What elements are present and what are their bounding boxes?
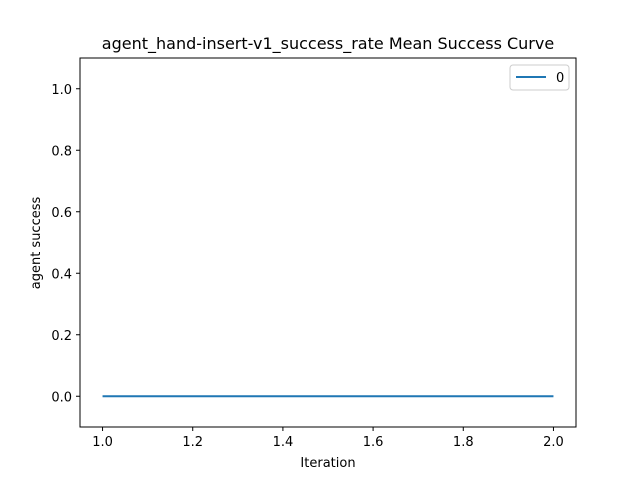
y-tick-label: 0.6 xyxy=(51,206,72,221)
y-tick-label: 1.0 xyxy=(51,83,72,98)
y-axis-label: agent success xyxy=(29,197,44,290)
x-tick-label: 1.6 xyxy=(363,435,384,450)
legend: 0 xyxy=(509,64,570,91)
x-tick-label: 1.4 xyxy=(273,435,294,450)
y-tick-label: 0.0 xyxy=(51,390,72,405)
chart-title: agent_hand-insert-v1_success_rate Mean S… xyxy=(102,34,554,54)
x-tick-label: 1.2 xyxy=(182,435,203,450)
x-tick-label: 1.0 xyxy=(92,435,113,450)
x-axis-label: Iteration xyxy=(300,456,355,471)
y-axis-ticks: 0.0 0.2 0.4 0.6 0.8 1.0 xyxy=(51,83,80,405)
plot-frame xyxy=(79,57,577,428)
x-axis-ticks: 1.0 1.2 1.4 1.6 1.8 2.0 xyxy=(92,427,564,450)
y-tick-label: 0.4 xyxy=(51,267,72,282)
x-tick-label: 2.0 xyxy=(543,435,564,450)
y-tick-label: 0.8 xyxy=(51,144,72,159)
legend-label-0: 0 xyxy=(556,71,564,86)
y-tick-label: 0.2 xyxy=(51,329,72,344)
x-tick-label: 1.8 xyxy=(453,435,474,450)
